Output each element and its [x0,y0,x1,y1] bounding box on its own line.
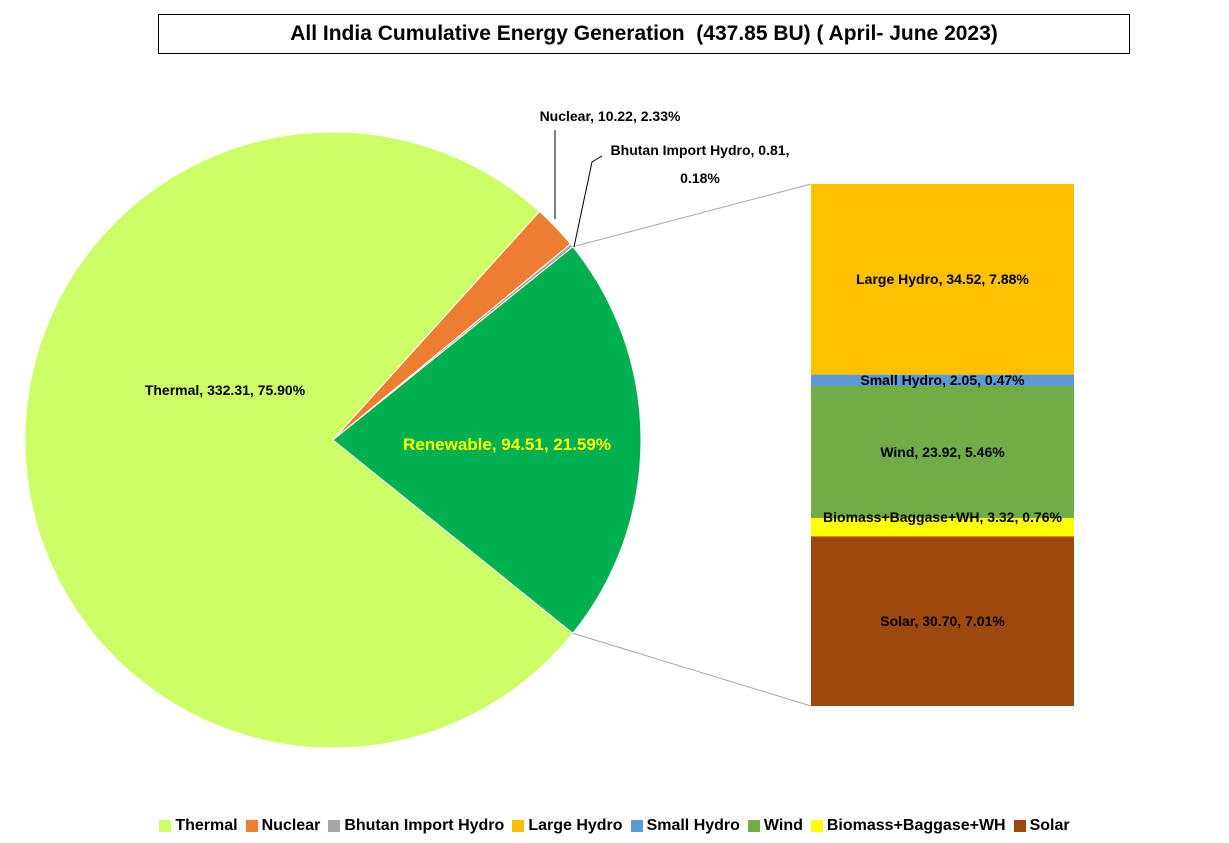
data-label: Large Hydro, 34.52, 7.88% [856,271,1029,288]
legend-item: Solar [1013,817,1070,835]
legend-label: Solar [1029,817,1070,834]
legend-item: Small Hydro [630,817,740,835]
bar-segment [811,518,1074,537]
connector-line [572,183,812,248]
bar-segment [811,184,1074,375]
legend-item: Large Hydro [512,817,623,835]
legend-label: Biomass+Baggase+WH [826,817,1006,834]
connector-line [572,632,812,707]
legend-swatch [328,820,341,832]
legend: Thermal Nuclear Bhutan Import Hydro Large H… [0,817,1229,835]
legend-swatch [747,820,760,832]
legend-swatch [630,820,643,832]
pie-slice [332,246,642,634]
leader-line [573,155,603,248]
legend-label: Bhutan Import Hydro [344,817,505,834]
data-label: Thermal, 332.31, 75.90% [144,382,306,398]
legend-label: Large Hydro [528,817,623,834]
data-label: Nuclear, 10.22, 2.33% [539,108,681,124]
data-label: Solar, 30.70, 7.01% [880,613,1005,630]
legend-item: Thermal [159,817,238,835]
chart-title: All India Cumulative Energy Generation (… [158,14,1130,54]
legend-swatch [512,820,525,832]
bar-segment [811,374,1074,386]
data-label: Small Hydro, 2.05, 0.47% [860,372,1025,389]
legend-label: Wind [763,817,803,834]
legend-label: Small Hydro [646,817,740,834]
legend-label: Thermal [175,817,238,834]
data-label: Renewable, 94.51, 21.59% [403,435,611,454]
legend-item: Biomass+Baggase+WH [810,817,1006,835]
legend-swatch [245,820,258,832]
bar-segment [811,385,1074,519]
legend-item: Wind [747,817,803,835]
legend-swatch [1013,820,1026,832]
data-label: Wind, 23.92, 5.46% [880,444,1005,461]
legend-item: Bhutan Import Hydro [328,817,504,835]
legend-label: Nuclear [261,817,321,834]
pie-slice [24,131,574,749]
bar-segment [811,536,1074,706]
data-label: Bhutan Import Hydro, 0.81, 0.18% [610,142,790,186]
legend-swatch [810,820,823,832]
legend-item: Nuclear [245,817,321,835]
data-label: Biomass+Baggase+WH, 3.32, 0.76% [823,509,1062,526]
legend-swatch [159,820,172,832]
